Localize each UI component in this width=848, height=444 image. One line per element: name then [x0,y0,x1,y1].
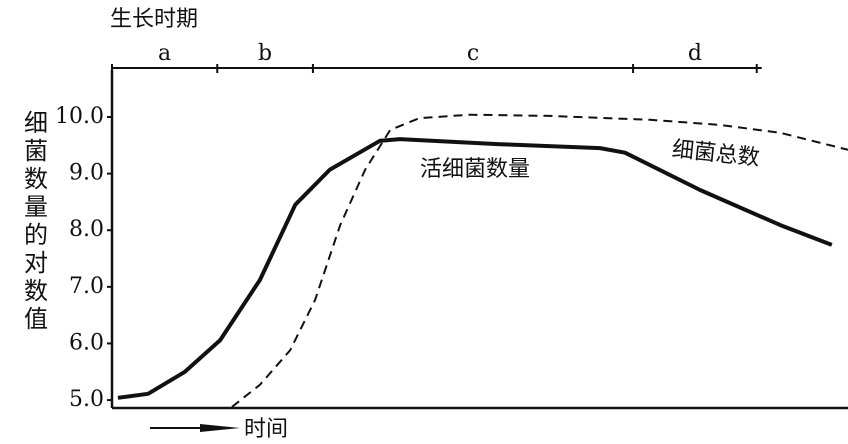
x-axis-label: 时间 [244,417,288,442]
phase-label: c [467,41,479,66]
phase-label: a [158,41,171,66]
y-tick-label: 8.0 [69,217,104,242]
phase-label: b [258,41,272,66]
y-tick-label: 5.0 [69,387,104,412]
y-axis-label: 细菌数量的对数值 [20,110,48,334]
y-tick-label: 9.0 [69,161,104,186]
time-arrow-head [200,424,240,432]
series-line [231,113,848,408]
series-label: 活细菌数量 [420,157,530,182]
y-tick-label: 6.0 [69,330,104,355]
chart-title: 生长时期 [110,7,198,32]
y-tick-label: 10.0 [55,104,104,129]
series-line [117,137,833,400]
y-tick-label: 7.0 [69,274,104,299]
series-label: 细菌总数 [671,137,761,171]
phase-label: d [688,41,702,66]
